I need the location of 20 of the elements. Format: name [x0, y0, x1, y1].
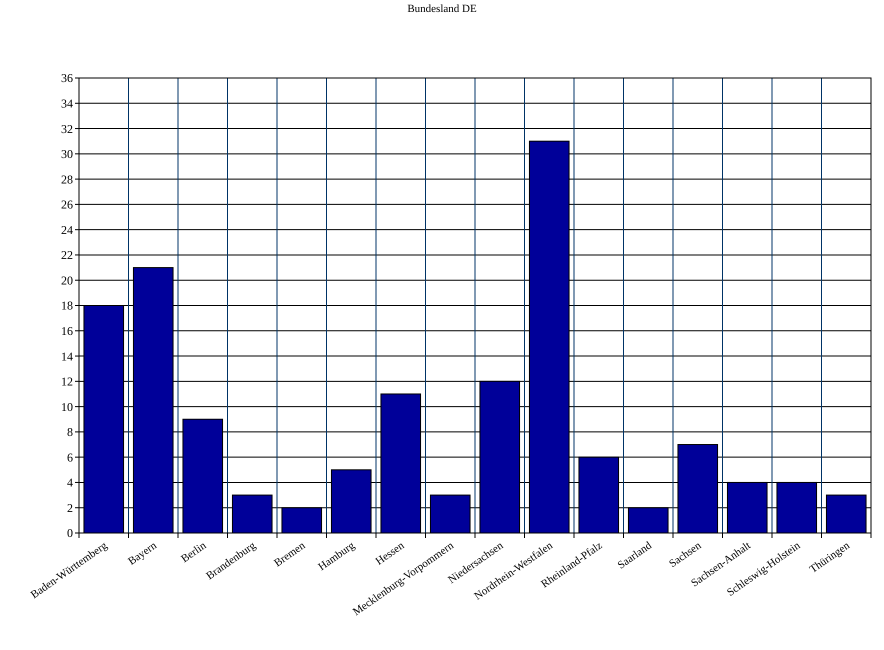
- y-tick-label: 32: [61, 122, 73, 136]
- y-tick-label: 18: [61, 298, 73, 313]
- y-tick-label: 36: [61, 71, 73, 86]
- y-tick-label: 14: [61, 349, 73, 364]
- y-tick-label: 6: [67, 450, 73, 464]
- y-tick-label: 2: [67, 500, 73, 515]
- y-tick-label: 12: [61, 374, 73, 389]
- y-tick-label: 20: [61, 273, 73, 288]
- y-tick-label: 10: [61, 400, 73, 414]
- y-tick-label: 4: [67, 476, 73, 490]
- y-tick-label: 16: [61, 324, 73, 338]
- y-tick-label: 0: [67, 526, 73, 540]
- y-tick-label: 28: [61, 172, 73, 186]
- y-tick-label: 30: [61, 147, 73, 162]
- y-tick-label: 24: [61, 222, 73, 237]
- y-tick-label: 22: [61, 248, 73, 262]
- y-tick-label: 26: [61, 198, 73, 212]
- y-tick-label: 34: [61, 96, 73, 110]
- y-tick-label: 8: [67, 425, 73, 440]
- chart-title: Bundesland DE: [407, 3, 477, 15]
